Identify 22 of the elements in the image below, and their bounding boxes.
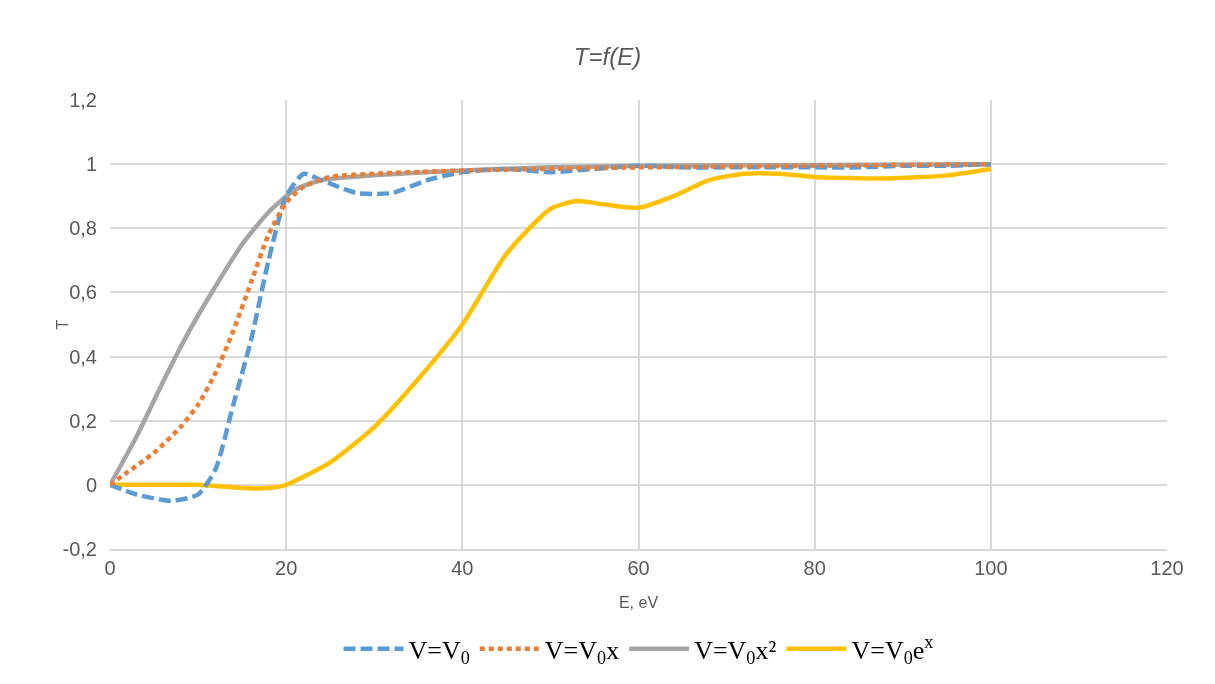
y-tick-label: -0,2 [62,538,97,560]
x-tick-label: 40 [451,556,474,579]
y-tick-label: 0,6 [69,281,97,304]
chart-title: T=f(E) [573,42,642,70]
x-tick-label: 20 [275,556,298,579]
x-tick-label: 0 [104,556,116,579]
y-tick-label: 1 [85,153,97,176]
x-tick-label: 100 [974,556,1008,579]
legend-label: V=V$_{0}$x² [694,635,777,669]
legend-label: V=V$_{0}$x [544,635,620,669]
x-tick-label: 120 [1150,556,1184,579]
y-tick-label: 0,2 [69,409,97,432]
y-tick-label: 1,2 [69,89,97,111]
x-tick-label: 80 [803,556,826,579]
y-tick-label: 0,8 [69,217,97,240]
y-tick-label: 0,4 [69,345,97,368]
legend-label: V=V$_{0}$ [408,635,470,669]
y-tick-label: 0 [85,473,97,496]
x-axis-title: E, eV [618,593,659,611]
legend-label: V=V$_{0}$e$^{x}$ [851,631,934,669]
y-axis-title: T [54,319,71,330]
x-tick-label: 60 [627,556,650,579]
